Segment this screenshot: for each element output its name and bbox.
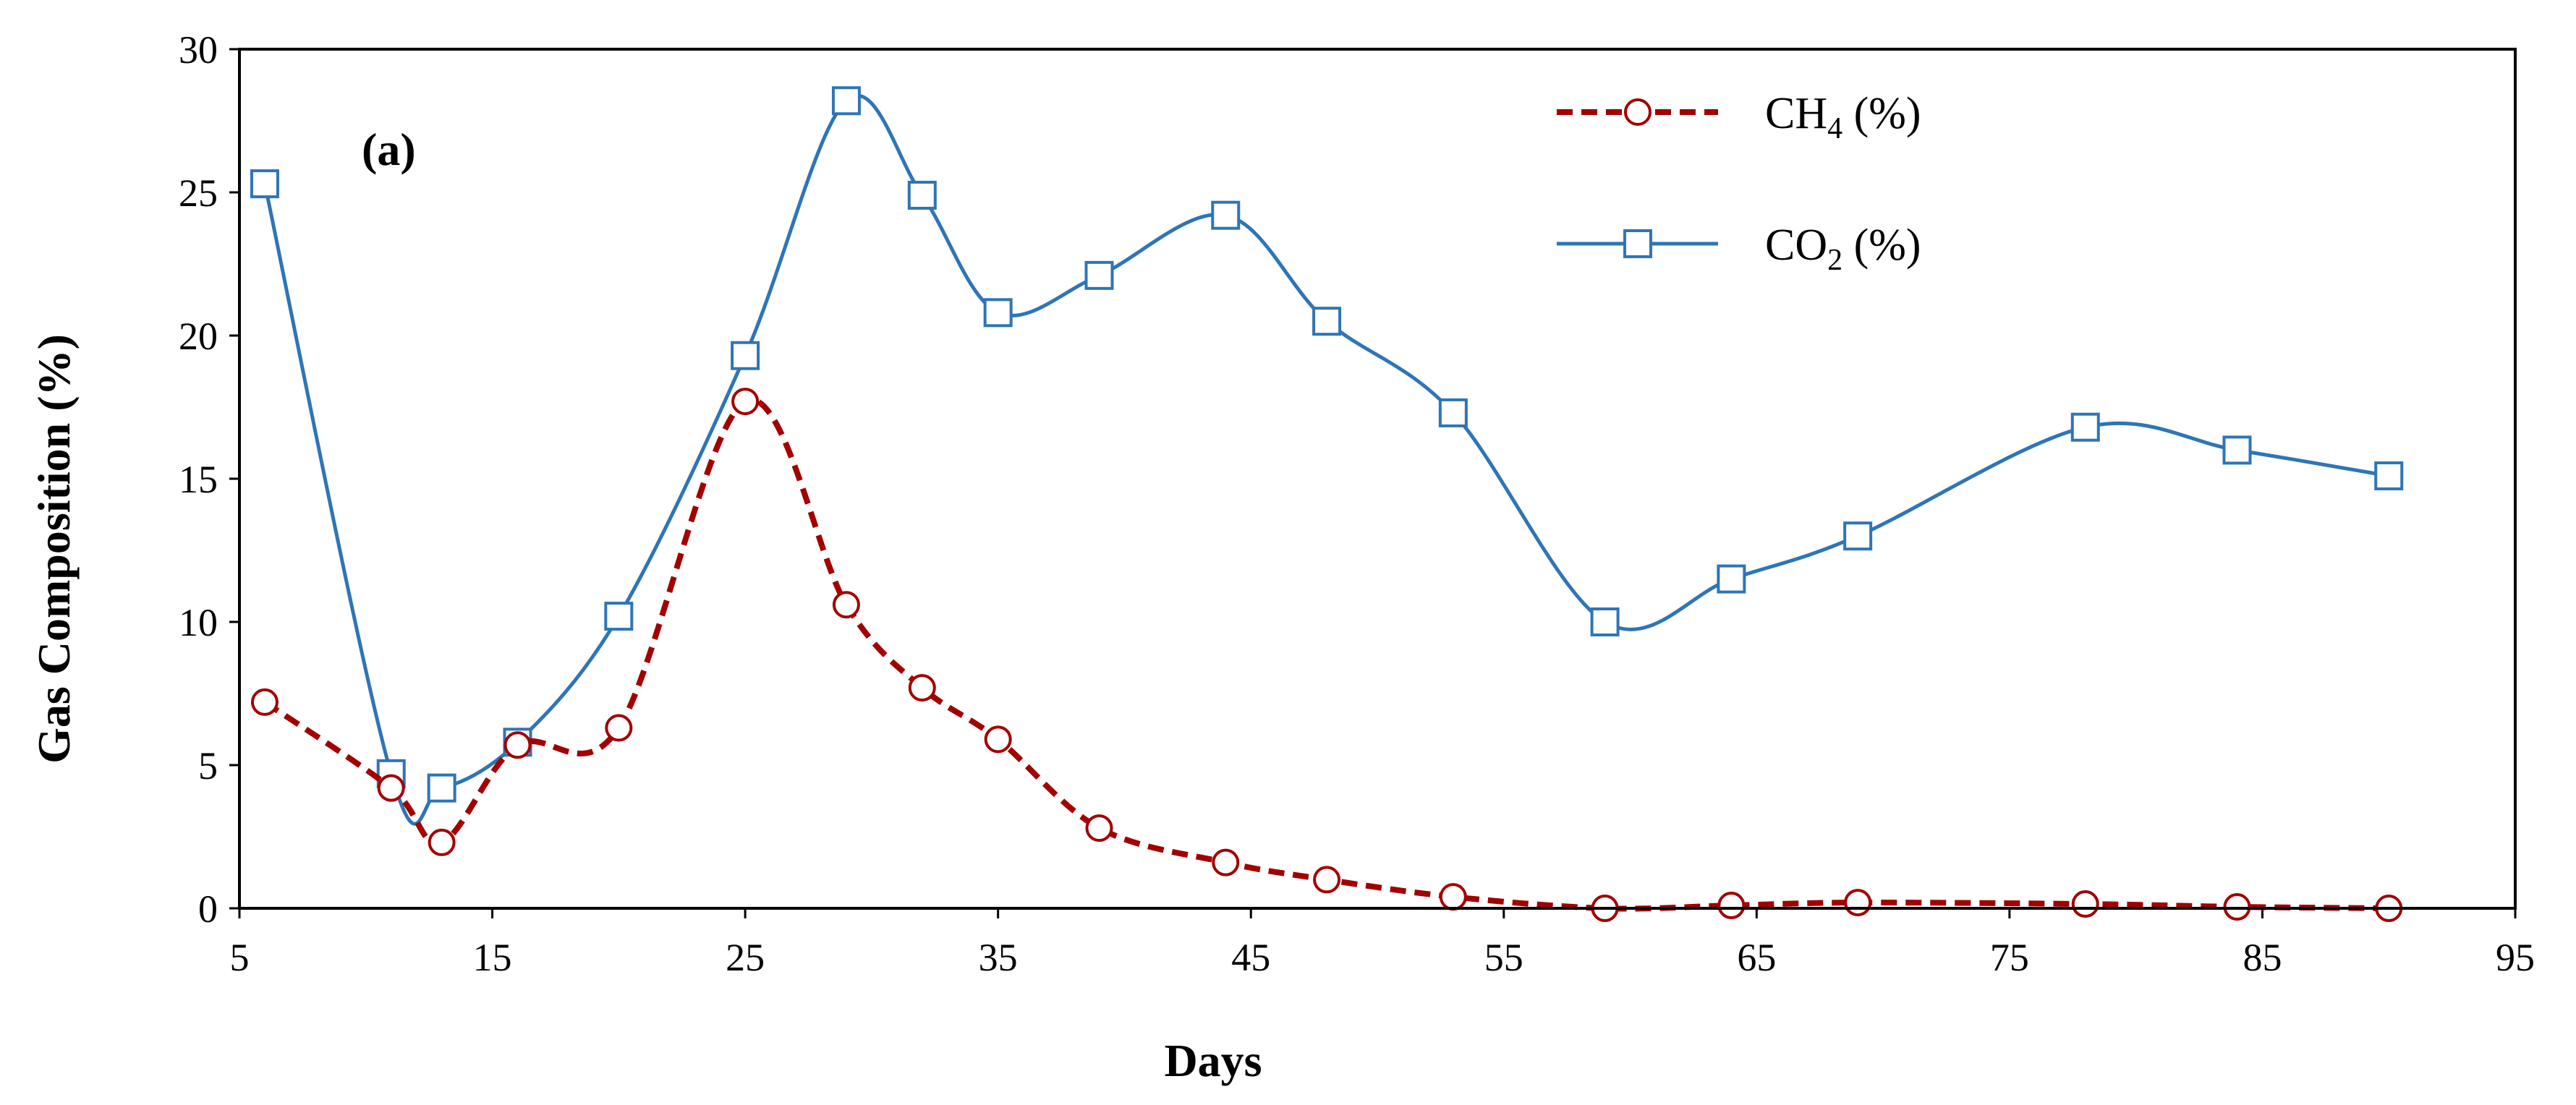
legend-label-ch4: CH4 (%) (1765, 89, 1921, 145)
co2-point (2374, 461, 2404, 491)
ch4-point (1313, 866, 1341, 894)
ch4-point (1085, 814, 1113, 842)
x-tick-label: 95 (2496, 936, 2535, 979)
x-tick-label: 85 (2243, 936, 2282, 979)
legend-label-co2: CO2 (%) (1765, 221, 1921, 277)
legend: CH4 (%) CO2 (%) (1557, 89, 1921, 277)
co2-point (831, 86, 861, 116)
y-tick-label: 5 (198, 744, 218, 788)
ch4-point (2071, 890, 2099, 918)
co2-point (2222, 435, 2252, 465)
ch4-series (250, 388, 2403, 922)
legend-item-ch4: CH4 (%) (1557, 89, 1921, 145)
ch4-point (908, 674, 936, 702)
x-axis-label: Days (1164, 1035, 1262, 1086)
ch4-point (605, 714, 633, 742)
ch4-point (731, 388, 760, 416)
co2-point (1843, 521, 1873, 551)
x-tick-label: 25 (726, 936, 765, 979)
co2-point (1717, 564, 1746, 594)
legend-marker-ch4 (1624, 98, 1652, 126)
co2-point (427, 773, 456, 803)
ch4-point (428, 828, 456, 856)
co2-point (983, 298, 1013, 328)
legend-marker-co2 (1623, 229, 1652, 258)
x-tick-label: 15 (473, 936, 512, 979)
panel-label: (a) (362, 124, 416, 175)
ch4-point (250, 688, 279, 716)
ch4-point (984, 725, 1012, 754)
co2-point (250, 169, 279, 199)
ch4-point (1212, 848, 1240, 876)
ch4-point (1844, 889, 1872, 917)
plot-area-frame (238, 48, 2517, 910)
x-tick-label: 5 (230, 936, 250, 979)
co2-point (2070, 412, 2100, 442)
co2-point (1590, 607, 1620, 636)
x-tick-label: 35 (979, 936, 1018, 979)
co2-point (731, 341, 760, 370)
y-tick-label: 30 (179, 28, 218, 72)
ch4-point (377, 774, 405, 802)
co2-point (1312, 307, 1342, 336)
ch4-point (1439, 883, 1467, 911)
y-axis-label: Gas Composition (%) (28, 334, 80, 764)
ch4-point (503, 731, 532, 759)
x-tick-label: 45 (1231, 936, 1270, 979)
co2-point (907, 180, 937, 210)
y-tick-label: 10 (179, 601, 218, 644)
ch4-line (263, 396, 2389, 912)
x-tick-label: 65 (1737, 936, 1776, 979)
legend-item-co2: CO2 (%) (1557, 221, 1921, 277)
co2-point (604, 602, 634, 631)
x-tick-label: 75 (1990, 936, 2029, 979)
ch4-point (1717, 892, 1746, 920)
co2-line (263, 93, 2389, 826)
x-tick-label: 55 (1484, 936, 1523, 979)
y-tick-label: 20 (179, 315, 218, 358)
co2-series (250, 86, 2404, 826)
co2-point (1211, 200, 1241, 230)
co2-point (1084, 260, 1114, 290)
y-tick-label: 0 (198, 887, 218, 931)
ch4-point (832, 591, 860, 619)
y-tick-label: 25 (179, 171, 218, 215)
series-layer (250, 86, 2404, 922)
y-tick-label: 15 (179, 458, 218, 501)
co2-point (1438, 398, 1468, 427)
